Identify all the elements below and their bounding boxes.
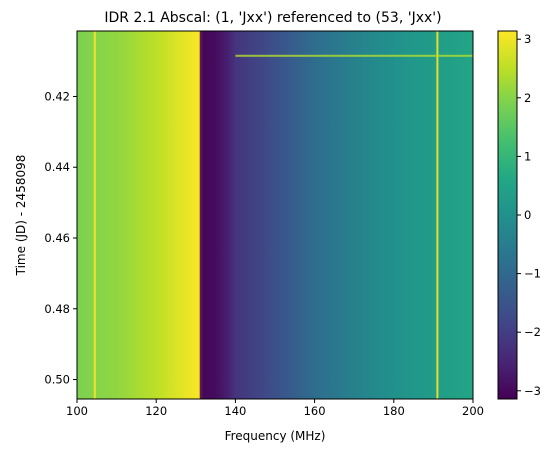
x-axis: 100 120 140 160 180 200 bbox=[66, 399, 484, 418]
x-tick-label: 120 bbox=[145, 404, 167, 418]
colorbar-ticks: 3 2 1 0 −1 −2 −3 bbox=[517, 32, 541, 398]
colorbar-tick-label: −2 bbox=[524, 325, 541, 339]
heatmap-field bbox=[77, 31, 473, 399]
heatmap-stripes bbox=[93, 31, 473, 399]
bright-line-2 bbox=[436, 31, 439, 399]
colorbar-tick-label: −1 bbox=[524, 267, 541, 281]
y-axis: 0.42 0.44 0.46 0.48 0.50 bbox=[44, 89, 77, 387]
colorbar-tick-label: 3 bbox=[524, 32, 531, 46]
y-axis-label: Time (JD) - 2458098 bbox=[14, 155, 28, 277]
y-tick-label: 0.44 bbox=[44, 160, 70, 174]
x-tick-label: 100 bbox=[66, 404, 88, 418]
colorbar-tick-label: 1 bbox=[524, 149, 531, 163]
x-tick-label: 140 bbox=[224, 404, 246, 418]
bright-line-1 bbox=[93, 31, 96, 399]
y-tick-label: 0.48 bbox=[44, 302, 70, 316]
x-tick-label: 180 bbox=[383, 404, 405, 418]
colorbar: 3 2 1 0 −1 −2 −3 bbox=[497, 30, 541, 400]
y-tick-label: 0.46 bbox=[44, 231, 70, 245]
colorbar-tick-label: 0 bbox=[524, 208, 531, 222]
x-tick-label: 160 bbox=[304, 404, 326, 418]
colorbar-tick-label: −3 bbox=[524, 384, 541, 398]
plot-frame bbox=[76, 30, 474, 400]
wrap-boundary bbox=[199, 31, 204, 399]
y-tick-label: 0.50 bbox=[44, 373, 70, 387]
chart-title: IDR 2.1 Abscal: (1, 'Jxx') referenced to… bbox=[104, 10, 441, 26]
heatmap-area bbox=[76, 30, 474, 400]
y-tick-label: 0.42 bbox=[44, 89, 70, 103]
colorbar-fill bbox=[498, 31, 517, 399]
x-tick-label: 200 bbox=[462, 404, 484, 418]
colorbar-tick-label: 2 bbox=[524, 91, 531, 105]
x-axis-label: Frequency (MHz) bbox=[225, 429, 326, 443]
bright-row bbox=[235, 54, 473, 57]
